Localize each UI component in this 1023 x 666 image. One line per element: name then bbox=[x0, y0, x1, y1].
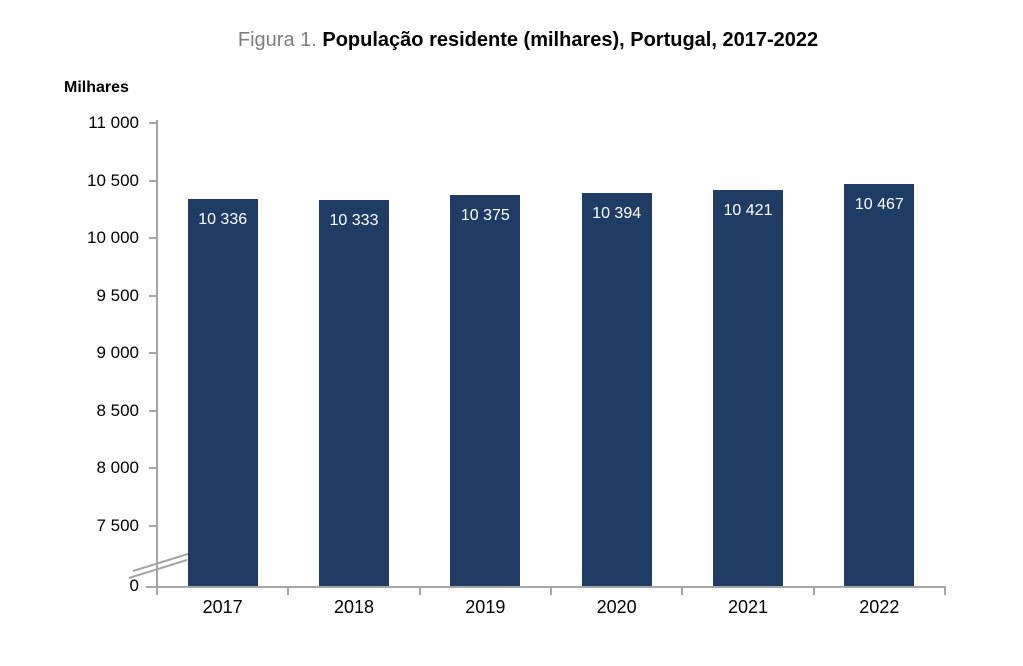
y-tick-mark bbox=[149, 237, 157, 240]
bar-value-label: 10 467 bbox=[854, 196, 904, 214]
y-tick-mark bbox=[149, 294, 157, 297]
y-tick-mark bbox=[149, 409, 157, 412]
bar-value-label: 10 333 bbox=[329, 211, 379, 229]
bar bbox=[450, 194, 521, 586]
y-tick-label: 9 000 bbox=[96, 343, 139, 363]
x-tick-mark bbox=[287, 588, 290, 595]
bar-value-label: 10 336 bbox=[198, 211, 248, 229]
x-tick-label: 2017 bbox=[202, 597, 243, 617]
bar bbox=[187, 199, 258, 586]
x-tick-label: 2021 bbox=[727, 597, 769, 617]
x-tick-mark bbox=[681, 588, 684, 595]
y-tick-mark bbox=[149, 122, 157, 124]
y-tick-mark bbox=[149, 467, 157, 470]
bar bbox=[581, 192, 652, 586]
y-tick-label: 8 000 bbox=[96, 458, 139, 478]
x-axis-line bbox=[146, 586, 946, 588]
y-tick-label: 8 500 bbox=[96, 400, 139, 420]
x-tick-mark bbox=[812, 588, 815, 595]
y-tick-label: 7 500 bbox=[96, 516, 139, 535]
y-tick-label: 0 bbox=[129, 576, 139, 595]
y-tick-label: 9 500 bbox=[96, 285, 139, 305]
y-tick-mark bbox=[149, 179, 157, 182]
figure-title: Figura 1. População residente (milhares)… bbox=[55, 29, 1001, 52]
y-tick-label: 10 000 bbox=[87, 228, 139, 248]
x-tick-label: 2019 bbox=[465, 597, 506, 617]
bar bbox=[713, 189, 783, 586]
y-tick-label: 10 500 bbox=[87, 170, 139, 190]
x-tick-label: 2022 bbox=[859, 597, 900, 617]
x-tick-mark bbox=[944, 588, 946, 595]
bar-value-label: 10 375 bbox=[460, 206, 510, 224]
y-tick-mark bbox=[149, 525, 157, 527]
y-tick-mark bbox=[149, 352, 157, 355]
bar-value-label: 10 421 bbox=[723, 201, 773, 219]
x-tick-mark bbox=[418, 588, 421, 595]
figure-title-text: População residente (milhares), Portugal… bbox=[322, 29, 819, 51]
bar-value-label: 10 394 bbox=[592, 204, 642, 222]
x-tick-label: 2020 bbox=[596, 597, 637, 617]
y-axis-unit-label: Milhares bbox=[64, 79, 129, 96]
y-tick-label: 11 000 bbox=[88, 113, 139, 132]
y-axis-line bbox=[156, 120, 158, 595]
axis-break-icon bbox=[128, 552, 192, 579]
bar bbox=[844, 184, 915, 586]
figure-number-label: Figura 1. bbox=[237, 29, 317, 51]
bar bbox=[319, 199, 389, 586]
x-tick-label: 2018 bbox=[333, 597, 375, 617]
x-tick-mark bbox=[156, 588, 158, 595]
x-tick-mark bbox=[550, 588, 552, 595]
